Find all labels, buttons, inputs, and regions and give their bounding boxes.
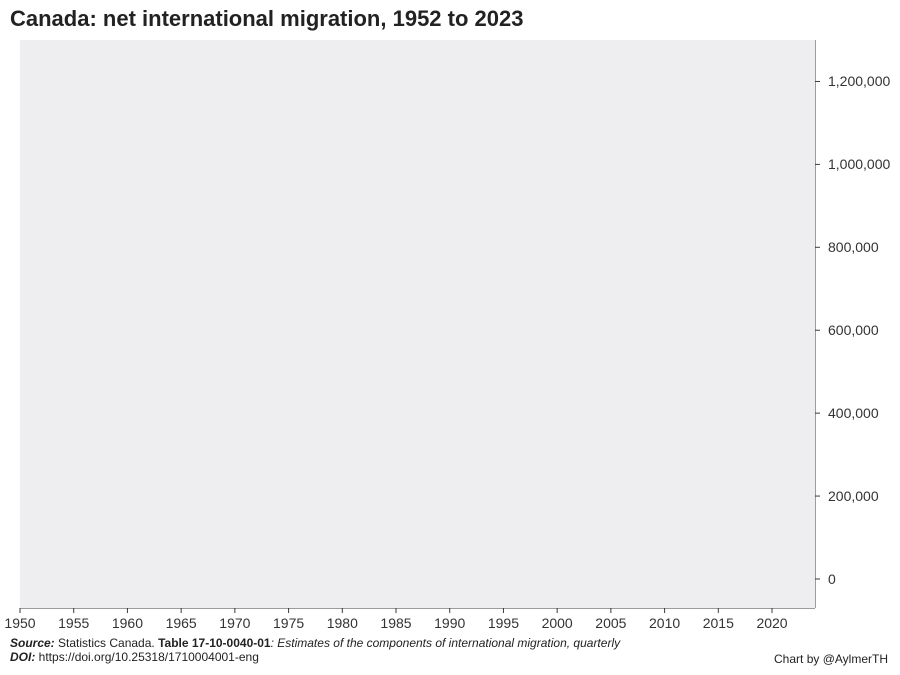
y-tick-label: 600,000 [828,322,879,338]
doi-label: DOI: [10,650,35,664]
x-tick-label: 1970 [219,615,250,631]
x-tick-label: 1950 [4,615,35,631]
source-name: Statistics Canada. [55,636,158,650]
y-tick-label: 0 [828,571,836,587]
table-label: Table 17-10-0040-01 [158,636,271,650]
x-tick-label: 1955 [58,615,89,631]
chart-title: Canada: net international migration, 195… [10,6,523,32]
y-tick-label: 200,000 [828,488,879,504]
source-label: Source: [10,636,55,650]
x-tick-label: 2000 [542,615,573,631]
x-tick-label: 2005 [595,615,626,631]
x-tick-label: 1985 [380,615,411,631]
chart-footer: Source: Statistics Canada. Table 17-10-0… [10,636,620,664]
x-tick-label: 1980 [327,615,358,631]
x-tick-label: 2010 [649,615,680,631]
chart-attribution: Chart by @AylmerTH [774,652,888,666]
doi-value: https://doi.org/10.25318/1710004001-eng [35,650,259,664]
plot-area [20,40,815,608]
x-tick-label: 1965 [166,615,197,631]
x-tick-label: 1995 [488,615,519,631]
footer-line-1: Source: Statistics Canada. Table 17-10-0… [10,636,620,650]
x-tick-label: 1975 [273,615,304,631]
table-desc: : Estimates of the components of interna… [271,636,621,650]
x-tick-label: 2020 [756,615,787,631]
x-tick-label: 1960 [112,615,143,631]
plot-background [20,40,815,608]
y-tick-label: 400,000 [828,405,879,421]
y-tick-label: 1,000,000 [828,156,890,172]
y-tick-label: 1,200,000 [828,73,890,89]
x-tick-label: 1990 [434,615,465,631]
x-tick-label: 2015 [703,615,734,631]
y-tick-label: 800,000 [828,239,879,255]
footer-line-2: DOI: https://doi.org/10.25318/1710004001… [10,650,620,664]
